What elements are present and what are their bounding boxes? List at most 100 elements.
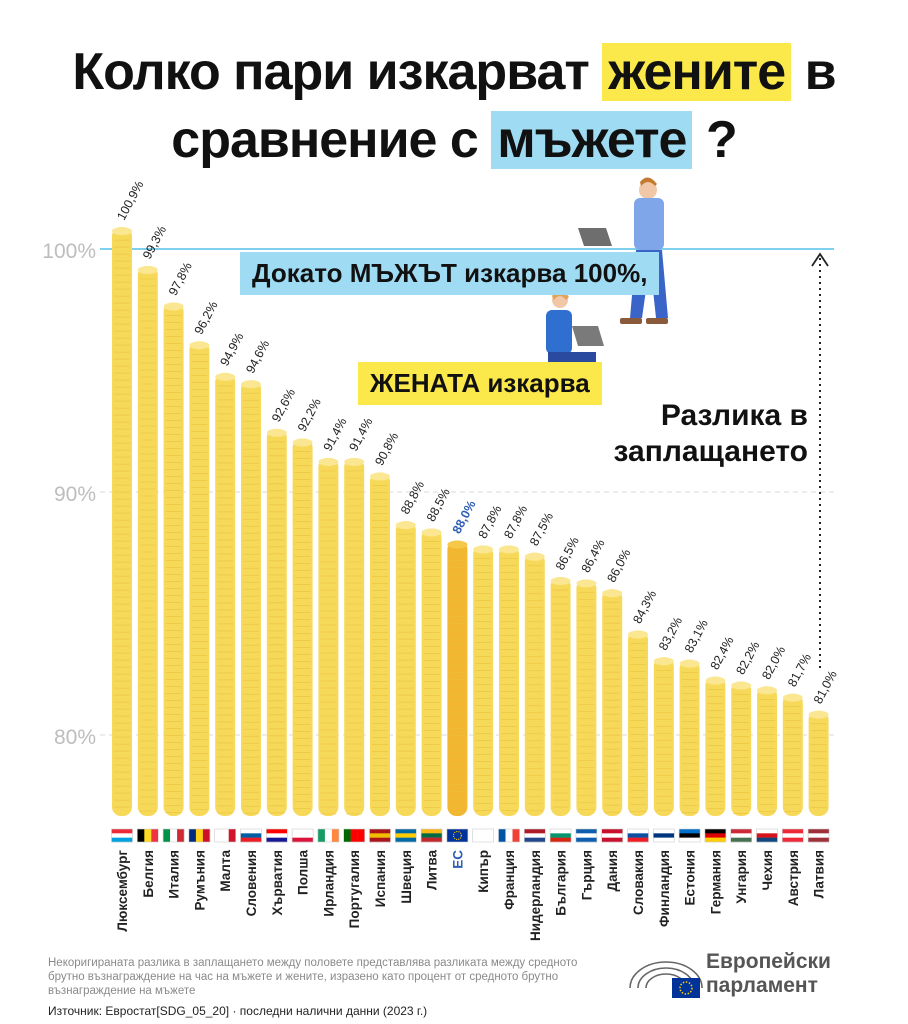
coin-top: [163, 302, 184, 311]
country-flag-icon: [188, 828, 211, 843]
pay-gap-label: Разлика в заплащането: [614, 398, 808, 470]
bar: [370, 472, 390, 816]
page-title-line2: сравнение с мъжете ?: [0, 110, 908, 170]
coin-stack-bar: [602, 589, 623, 816]
value-label: 88,8%: [398, 479, 427, 517]
pay-gap-label-line: заплащането: [613, 435, 808, 468]
flag-band: [679, 837, 701, 843]
ep-logo-line: Европейски: [706, 950, 831, 973]
flag-band: [421, 829, 443, 834]
flag-band: [395, 833, 417, 838]
flag-border: [549, 828, 572, 843]
y-tick-label: 100%: [42, 240, 96, 263]
category-label: Хърватия: [270, 850, 285, 916]
flag-band: [317, 829, 326, 842]
flag-band: [111, 829, 133, 834]
coin-stack-bar: [395, 521, 416, 816]
flag-band: [266, 829, 288, 834]
coin-top: [215, 372, 236, 381]
value-label: 82,2%: [733, 639, 762, 677]
bar: [473, 545, 494, 816]
flag-band: [782, 829, 804, 834]
flag-band: [421, 837, 443, 843]
flag-band: [498, 829, 506, 842]
flag-border: [240, 828, 262, 843]
flag-band: [601, 837, 623, 843]
coin-top: [576, 579, 597, 588]
laptop-icon: [572, 326, 604, 346]
coin-top: [292, 438, 313, 447]
y-tick-label: 90%: [54, 483, 96, 506]
footnote: Некоригираната разлика в заплащането меж…: [48, 957, 578, 997]
title-highlight-men: мъжете: [491, 111, 693, 169]
bar: [653, 657, 674, 816]
flag-border: [369, 828, 391, 843]
flag-band: [808, 829, 830, 834]
flag-band: [472, 829, 494, 834]
country-flag-icon: [756, 828, 778, 843]
coin-top: [189, 341, 210, 350]
value-label: 84,3%: [630, 588, 659, 626]
women-banner: ЖЕНАТА изкарва: [358, 362, 602, 405]
value-label: 86,4%: [579, 537, 608, 575]
flag-band: [266, 837, 288, 843]
category-label: България: [554, 850, 569, 916]
bar: [550, 577, 571, 816]
bar: [679, 659, 700, 816]
coin-stack-bar: [215, 372, 236, 816]
category-label: Гърция: [579, 850, 594, 900]
country-flag-icon: [343, 828, 366, 843]
value-label: 81,0%: [811, 668, 840, 706]
value-label: 92,6%: [269, 386, 298, 424]
flag-band: [575, 833, 597, 838]
flag-band: [808, 833, 830, 838]
coin-top: [602, 589, 623, 598]
pay-gap-label-line: Разлика в: [660, 399, 808, 432]
coin-top: [395, 521, 416, 530]
coin-top: [782, 693, 803, 702]
coin-stack-bar: [189, 341, 210, 816]
flag-band: [653, 833, 675, 838]
coin-top: [137, 266, 158, 275]
coin-stack-bar: [344, 457, 365, 816]
flag-band: [524, 829, 546, 834]
bar: [757, 686, 777, 816]
flag-band: [472, 837, 494, 843]
flag-band: [195, 829, 204, 842]
flag-border: [756, 828, 778, 843]
bar: [266, 428, 287, 816]
country-flag-icon: [420, 828, 443, 843]
flag-border: [678, 828, 701, 843]
flag-band: [782, 833, 804, 838]
category-label: Белгия: [141, 850, 156, 898]
flag-band: [653, 829, 675, 834]
coin-top: [266, 428, 287, 437]
coin-top: [447, 540, 468, 549]
flag-band: [627, 829, 649, 834]
coin-stack-bar: [241, 380, 261, 816]
country-flag-icon: [601, 828, 624, 843]
coin-stack-bar: [679, 659, 700, 816]
flag-band: [170, 829, 178, 842]
country-flag-icon: [472, 828, 495, 843]
value-label: 81,7%: [785, 651, 814, 689]
category-label: Испания: [373, 850, 388, 907]
country-flag-icon: [369, 828, 391, 843]
country-flag-icon: [678, 828, 701, 843]
bar: [344, 457, 365, 816]
category-label: Словакия: [631, 850, 646, 915]
flag-band: [704, 833, 726, 838]
flag-band: [575, 837, 597, 843]
flag-band: [324, 829, 333, 842]
country-flag-icon: [807, 828, 830, 843]
eu-flag-icon: [672, 978, 700, 998]
flag-band: [188, 829, 197, 842]
country-flag-icon: [162, 828, 185, 843]
flag-band: [730, 833, 752, 838]
bar: [112, 227, 132, 816]
coin-top: [473, 545, 494, 554]
flag-band: [343, 829, 351, 842]
value-label: 97,8%: [166, 260, 195, 298]
flag-band: [163, 829, 171, 842]
